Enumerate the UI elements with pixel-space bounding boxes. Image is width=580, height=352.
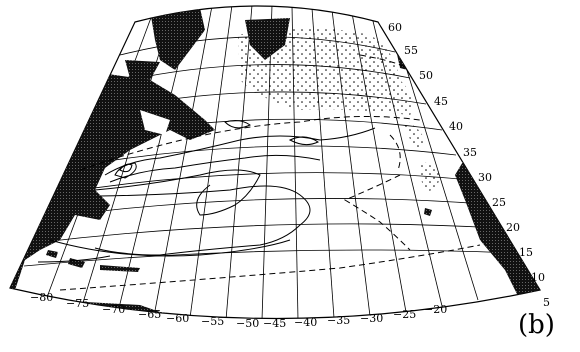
lat-label: 30: [478, 171, 492, 184]
lat-label: 45: [434, 95, 448, 108]
lon-label: −35: [327, 314, 350, 327]
lat-label: 35: [463, 146, 477, 159]
lon-label: −55: [201, 315, 224, 328]
lon-label: −30: [360, 312, 383, 325]
lat-label: 50: [419, 69, 433, 82]
lat-label: 55: [404, 44, 418, 57]
lon-label: −20: [424, 303, 447, 316]
lat-label: 60: [388, 21, 402, 34]
lon-label: −45: [263, 317, 286, 330]
lon-label: −25: [393, 308, 416, 321]
lat-label: 25: [492, 196, 506, 209]
lat-label: 20: [506, 221, 520, 234]
dashed-contours: [59, 54, 481, 291]
contour-lines: [37, 120, 376, 263]
sea-ice-region: [238, 27, 440, 192]
latitude-labels: 60 55 50 45 40 35 30 25 20 15 10 5: [388, 21, 550, 309]
lat-label: 15: [519, 246, 533, 259]
lon-label: −60: [166, 312, 189, 325]
lat-label: 40: [449, 120, 463, 133]
lon-label: −70: [102, 303, 125, 316]
lat-label: 10: [531, 271, 545, 284]
longitude-labels: −80 −75 −70 −65 −60 −55 −50 −45 −40 −35 …: [30, 291, 447, 330]
lon-label: −40: [294, 316, 317, 329]
lat-label: 5: [543, 296, 550, 309]
lon-label: −80: [30, 291, 53, 304]
lon-label: −65: [138, 308, 161, 321]
lon-label: −50: [236, 317, 259, 330]
panel-label: (b): [518, 310, 555, 340]
lon-label: −75: [66, 297, 89, 310]
